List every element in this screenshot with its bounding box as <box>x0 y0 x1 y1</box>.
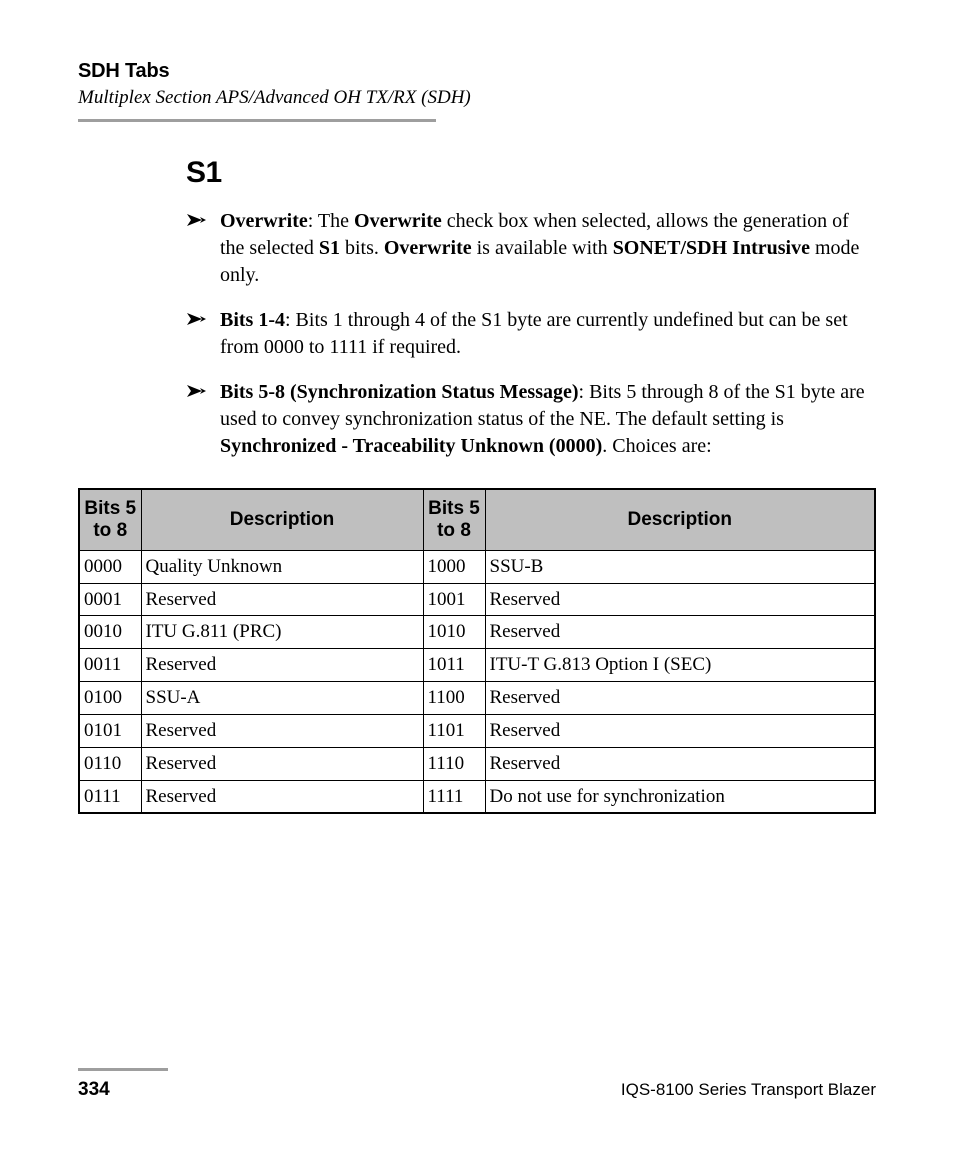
table-row: 0011 Reserved 1011 ITU-T G.813 Option I … <box>79 649 875 682</box>
table-cell: ITU G.811 (PRC) <box>141 616 423 649</box>
table-body: 0000 Quality Unknown 1000 SSU-B 0001 Res… <box>79 550 875 813</box>
table-row: 0100 SSU-A 1100 Reserved <box>79 682 875 715</box>
footer-rule <box>78 1068 168 1071</box>
bullet-text: Bits 5-8 (Synchronization Status Message… <box>220 379 866 460</box>
table-cell: Reserved <box>141 583 423 616</box>
th-label: Bits 5 to 8 <box>428 498 480 541</box>
bullet-item: Bits 5-8 (Synchronization Status Message… <box>186 379 866 460</box>
header-rule <box>78 119 436 122</box>
bold-text: Overwrite <box>384 237 472 259</box>
table-cell: 1011 <box>423 649 485 682</box>
table-header-cell: Bits 5 to 8 <box>423 489 485 550</box>
table-cell: ITU-T G.813 Option I (SEC) <box>485 649 875 682</box>
table-row: 0010 ITU G.811 (PRC) 1010 Reserved <box>79 616 875 649</box>
table-cell: 0010 <box>79 616 141 649</box>
table-cell: 1001 <box>423 583 485 616</box>
table-cell: 1101 <box>423 714 485 747</box>
table-cell: Do not use for synchronization <box>485 780 875 813</box>
arrow-icon <box>186 310 220 328</box>
table-cell: 1110 <box>423 747 485 780</box>
bold-text: Bits 5-8 (Synchronization Status Message… <box>220 381 579 403</box>
table-row: 0111 Reserved 1111 Do not use for synchr… <box>79 780 875 813</box>
table-cell: Reserved <box>485 616 875 649</box>
table-cell: 1111 <box>423 780 485 813</box>
table-header-cell: Description <box>141 489 423 550</box>
table-cell: SSU-B <box>485 550 875 583</box>
table-cell: Reserved <box>141 780 423 813</box>
table-head: Bits 5 to 8 Description Bits 5 to 8 Desc… <box>79 489 875 550</box>
table-cell: Reserved <box>141 649 423 682</box>
bullet-list: Overwrite: The Overwrite check box when … <box>186 208 866 460</box>
table-cell: 0111 <box>79 780 141 813</box>
table-row: 0101 Reserved 1101 Reserved <box>79 714 875 747</box>
table-cell: 1000 <box>423 550 485 583</box>
table-cell: 0101 <box>79 714 141 747</box>
header-subtitle: Multiplex Section APS/Advanced OH TX/RX … <box>78 87 876 109</box>
th-label: Description <box>230 509 335 530</box>
table-cell: 0110 <box>79 747 141 780</box>
bullet-item: Bits 1-4: Bits 1 through 4 of the S1 byt… <box>186 307 866 361</box>
text-run: is available with <box>472 237 613 259</box>
bits-table: Bits 5 to 8 Description Bits 5 to 8 Desc… <box>78 488 876 814</box>
table-cell: 1100 <box>423 682 485 715</box>
product-name: IQS-8100 Series Transport Blazer <box>621 1080 876 1100</box>
th-label: Bits 5 to 8 <box>84 498 136 541</box>
table-cell: 0100 <box>79 682 141 715</box>
header-title: SDH Tabs <box>78 60 876 83</box>
table-cell: 1010 <box>423 616 485 649</box>
table-row: 0000 Quality Unknown 1000 SSU-B <box>79 550 875 583</box>
table-row: 0001 Reserved 1001 Reserved <box>79 583 875 616</box>
table-cell: Reserved <box>485 714 875 747</box>
table-cell: 0000 <box>79 550 141 583</box>
bold-text: Overwrite <box>354 210 442 232</box>
page-number: 334 <box>78 1079 110 1101</box>
bullet-text: Bits 1-4: Bits 1 through 4 of the S1 byt… <box>220 307 866 361</box>
table-row: 0110 Reserved 1110 Reserved <box>79 747 875 780</box>
page-header: SDH Tabs Multiplex Section APS/Advanced … <box>78 60 876 122</box>
table-cell: 0011 <box>79 649 141 682</box>
table-header-cell: Bits 5 to 8 <box>79 489 141 550</box>
text-run: : Bits 1 through 4 of the S1 byte are cu… <box>220 309 848 358</box>
table-cell: Reserved <box>141 747 423 780</box>
bold-text: SONET/SDH Intrusive <box>613 237 810 259</box>
page: SDH Tabs Multiplex Section APS/Advanced … <box>0 0 954 1159</box>
bold-text: Synchronized - Traceability Unknown (000… <box>220 435 602 457</box>
page-footer: 334 IQS-8100 Series Transport Blazer <box>78 1068 876 1101</box>
bullet-text: Overwrite: The Overwrite check box when … <box>220 208 866 289</box>
table-header-cell: Description <box>485 489 875 550</box>
section-heading: S1 <box>186 156 876 190</box>
text-run: bits. <box>340 237 384 259</box>
bold-text: S1 <box>319 237 340 259</box>
table-cell: SSU-A <box>141 682 423 715</box>
th-label: Description <box>627 509 732 530</box>
arrow-icon <box>186 211 220 229</box>
table-cell: 0001 <box>79 583 141 616</box>
table-cell: Reserved <box>485 583 875 616</box>
table-header-row: Bits 5 to 8 Description Bits 5 to 8 Desc… <box>79 489 875 550</box>
text-run: : The <box>308 210 354 232</box>
bold-text: Overwrite <box>220 210 308 232</box>
table-cell: Reserved <box>485 682 875 715</box>
table-cell: Reserved <box>141 714 423 747</box>
footer-row: 334 IQS-8100 Series Transport Blazer <box>78 1079 876 1101</box>
arrow-icon <box>186 382 220 400</box>
table-cell: Quality Unknown <box>141 550 423 583</box>
text-run: . Choices are: <box>602 435 711 457</box>
table-cell: Reserved <box>485 747 875 780</box>
bullet-item: Overwrite: The Overwrite check box when … <box>186 208 866 289</box>
bold-text: Bits 1-4 <box>220 309 285 331</box>
